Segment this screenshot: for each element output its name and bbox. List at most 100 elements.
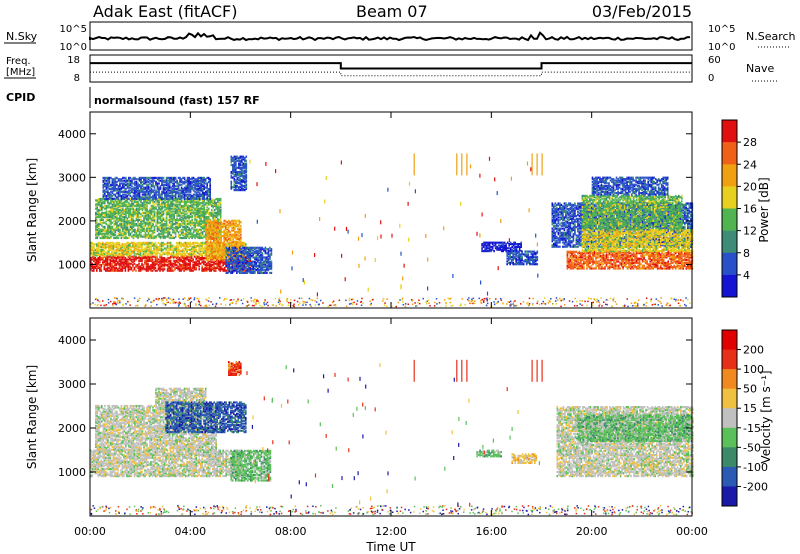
power-region-8 — [506, 250, 539, 266]
velocity-region-2 — [155, 387, 207, 407]
velocity-y-axis: 1000 2000 3000 4000 — [58, 334, 692, 479]
velocity-colorbar-tick-0: 200 — [743, 344, 764, 357]
nave-tick-high: 60 — [708, 55, 721, 66]
velocity-ytick-1: 2000 — [58, 422, 86, 435]
power-ytick-3: 4000 — [58, 128, 86, 141]
velocity-ylabel: Slant Range [km] — [25, 365, 39, 469]
velocity-region-1 — [95, 404, 217, 451]
power-colorbar-swatch — [722, 230, 737, 254]
power-colorbar-tick-6: 28 — [743, 136, 757, 149]
date-title: 03/Feb/2015 — [592, 2, 692, 21]
nave-series-line — [90, 71, 692, 77]
nsky-tick-high: 10^5 — [60, 24, 87, 35]
power-panel-data — [90, 153, 694, 308]
station-title: Adak East (fitACF) — [93, 2, 237, 21]
power-region-3 — [102, 176, 211, 200]
nave-tick-low: 0 — [708, 73, 714, 84]
freq-tick-high: 18 — [67, 55, 80, 66]
velocity-colorbar-tick-6: -100 — [743, 461, 768, 474]
cpid-label: CPID — [6, 91, 35, 104]
beam-title: Beam 07 — [356, 2, 428, 21]
power-scatter — [90, 153, 691, 308]
nsearch-tick-low: 10^0 — [708, 42, 735, 53]
power-region-6 — [230, 155, 248, 192]
velocity-scatter — [90, 359, 693, 516]
power-region-12 — [581, 194, 683, 231]
velocity-colorbar-swatch — [722, 427, 737, 448]
power-colorbar-label: Power [dB] — [757, 177, 771, 242]
velocity-colorbar-swatch — [722, 349, 737, 370]
velocity-colorbar-swatch — [722, 466, 737, 487]
xaxis-label: Time UT — [365, 540, 416, 554]
power-colorbar-swatch — [722, 208, 737, 232]
velocity-colorbar-swatch — [722, 330, 737, 351]
power-colorbar-swatch — [722, 186, 737, 209]
nsky-label: N.Sky — [6, 30, 38, 43]
power-region-5 — [225, 246, 273, 274]
nsky-series — [89, 31, 691, 42]
nsearch-label: N.Search — [746, 30, 796, 43]
velocity-region-0 — [90, 449, 243, 478]
power-colorbar-tick-3: 16 — [743, 203, 757, 216]
velocity-colorbar-tick-1: 100 — [743, 363, 764, 376]
power-colorbar-swatch — [722, 164, 737, 187]
velocity-region-5 — [228, 361, 242, 376]
freq-unit-label: [MHz] — [6, 67, 35, 78]
cpid-text: normalsound (fast) 157 RF — [94, 94, 260, 107]
freq-nave-series — [90, 62, 692, 77]
velocity-region-9 — [576, 414, 693, 442]
velocity-colorbar-swatch — [722, 447, 737, 468]
power-ytick-0: 1000 — [58, 258, 86, 271]
velocity-ytick-0: 1000 — [58, 466, 86, 479]
power-colorbar: 4 8 12 16 20 24 28 — [721, 119, 757, 298]
velocity-ytick-3: 4000 — [58, 334, 86, 347]
freq-strip-frame — [89, 54, 693, 83]
freq-label: Freq. — [6, 56, 31, 67]
velocity-colorbar-tick-7: -200 — [743, 480, 768, 493]
power-colorbar-tick-2: 12 — [743, 225, 757, 238]
freq-series-line — [90, 62, 692, 70]
velocity-colorbar-swatch — [722, 388, 737, 409]
power-ylabel: Slant Range [km] — [25, 158, 39, 262]
velocity-panel-data — [90, 359, 694, 516]
velocity-region-3 — [165, 401, 247, 434]
power-ytick-2: 3000 — [58, 171, 86, 184]
power-colorbar-swatch — [722, 120, 737, 143]
power-region-7 — [481, 241, 522, 253]
power-colorbar-swatch — [722, 252, 737, 276]
nave-label: Nave — [746, 62, 774, 75]
nsky-tick-low: 10^0 — [60, 42, 87, 53]
nsearch-tick-high: 10^5 — [708, 24, 735, 35]
power-region-13 — [591, 176, 669, 196]
xtick-0: 00:00 — [74, 525, 106, 538]
velocity-colorbar-swatch — [722, 369, 737, 390]
power-region-2 — [95, 197, 222, 240]
xtick-2: 08:00 — [275, 525, 307, 538]
power-ytick-1: 2000 — [58, 215, 86, 228]
power-region-11 — [581, 229, 694, 253]
xtick-4: 16:00 — [475, 525, 507, 538]
velocity-colorbar-tick-4: -15 — [743, 422, 761, 435]
power-colorbar-tick-1: 8 — [743, 247, 750, 260]
xtick-3: 12:00 — [375, 525, 407, 538]
velocity-colorbar-swatch — [722, 486, 737, 507]
velocity-colorbar-tick-5: -50 — [743, 441, 761, 454]
power-colorbar-tick-4: 20 — [743, 180, 757, 193]
velocity-region-4 — [230, 449, 272, 482]
velocity-colorbar: 200 100 50 15 -15 -50 -100 -200 — [721, 329, 768, 507]
xtick-6: 00:00 — [676, 525, 708, 538]
power-y-axis: 1000 2000 3000 4000 — [58, 128, 692, 271]
xtick-5: 20:00 — [576, 525, 608, 538]
power-colorbar-tick-5: 24 — [743, 158, 757, 171]
velocity-colorbar-tick-3: 15 — [743, 402, 757, 415]
power-region-10 — [566, 250, 694, 270]
velocity-colorbar-label: Velocity [m s⁻¹] — [759, 370, 773, 463]
time-x-axis: 00:00 04:00 08:00 12:00 16:00 20:00 00:00 — [74, 112, 708, 538]
velocity-ytick-2: 3000 — [58, 378, 86, 391]
power-colorbar-tick-0: 4 — [743, 269, 750, 282]
power-colorbar-swatch — [722, 274, 737, 298]
xtick-1: 04:00 — [174, 525, 206, 538]
velocity-colorbar-tick-2: 50 — [743, 383, 757, 396]
velocity-colorbar-swatch — [722, 408, 737, 429]
